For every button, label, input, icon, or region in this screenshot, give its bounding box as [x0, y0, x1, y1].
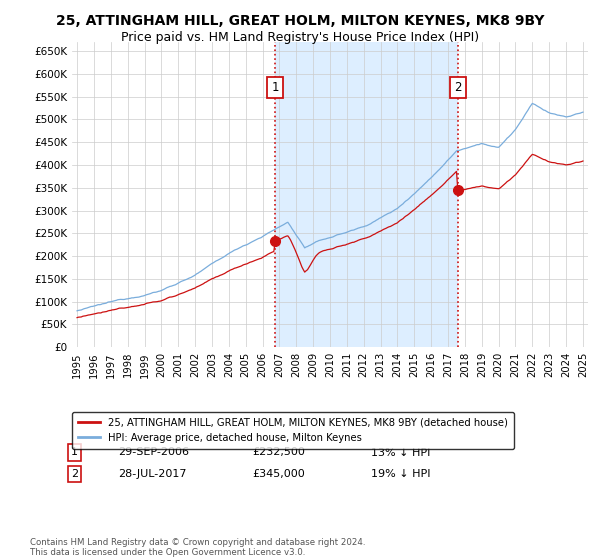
Bar: [275, 42, 458, 347]
Text: 2: 2: [454, 81, 461, 94]
Text: 1: 1: [271, 81, 279, 94]
Text: 25, ATTINGHAM HILL, GREAT HOLM, MILTON KEYNES, MK8 9BY: 25, ATTINGHAM HILL, GREAT HOLM, MILTON K…: [56, 14, 544, 28]
Text: £232,500: £232,500: [253, 447, 305, 458]
Text: Price paid vs. HM Land Registry's House Price Index (HPI): Price paid vs. HM Land Registry's House …: [121, 31, 479, 44]
Text: 29-SEP-2006: 29-SEP-2006: [118, 447, 190, 458]
Legend: 25, ATTINGHAM HILL, GREAT HOLM, MILTON KEYNES, MK8 9BY (detached house), HPI: Av: 25, ATTINGHAM HILL, GREAT HOLM, MILTON K…: [72, 412, 514, 449]
Text: Contains HM Land Registry data © Crown copyright and database right 2024.
This d: Contains HM Land Registry data © Crown c…: [30, 538, 365, 557]
Text: 2: 2: [71, 469, 78, 479]
Text: 1: 1: [71, 447, 78, 458]
Text: 19% ↓ HPI: 19% ↓ HPI: [371, 469, 431, 479]
Text: £345,000: £345,000: [253, 469, 305, 479]
Text: 28-JUL-2017: 28-JUL-2017: [118, 469, 187, 479]
Text: 13% ↓ HPI: 13% ↓ HPI: [371, 447, 431, 458]
